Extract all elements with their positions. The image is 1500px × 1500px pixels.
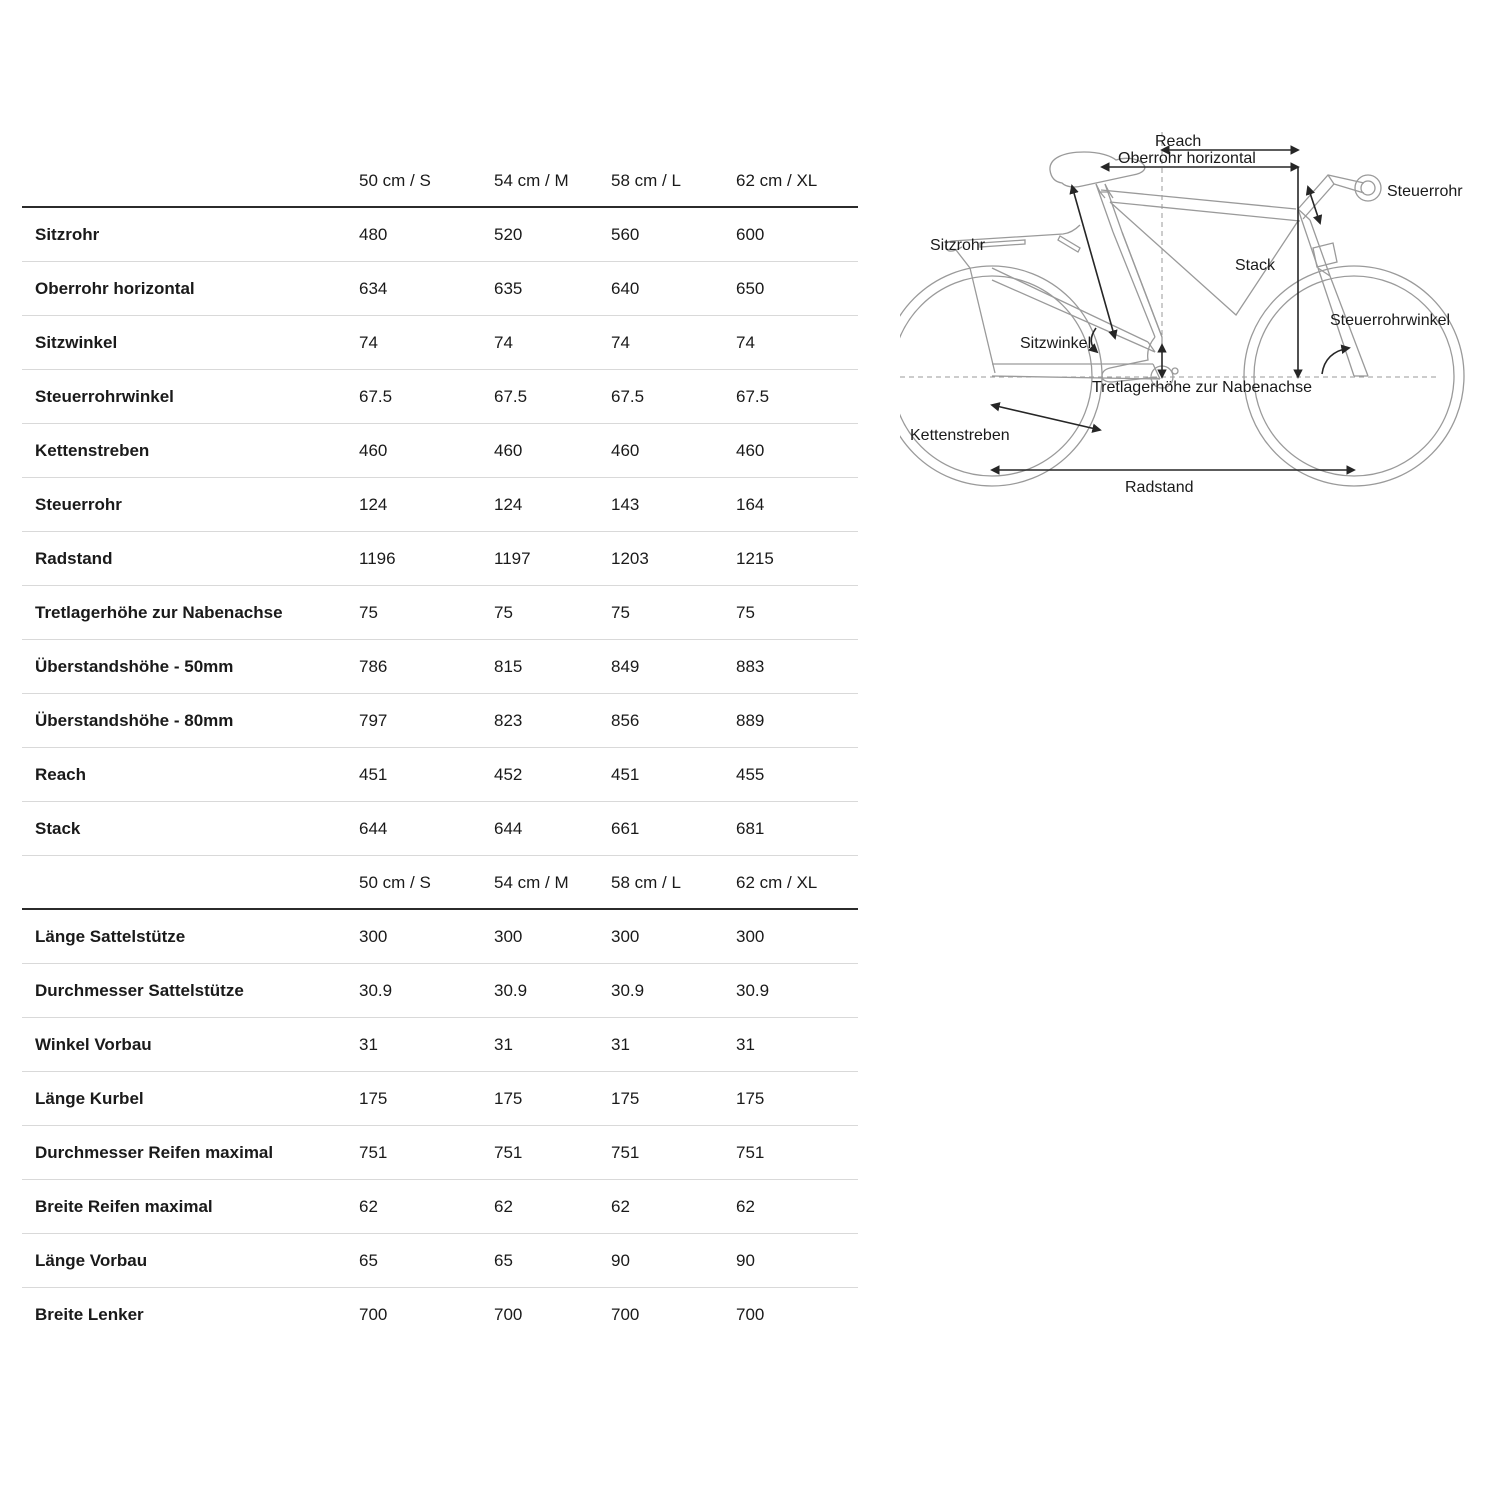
svg-text:Steuerrohr: Steuerrohr [1387,183,1463,200]
svg-text:Oberrohr horizontal: Oberrohr horizontal [1118,150,1256,167]
svg-text:Stack: Stack [1235,257,1276,274]
svg-text:Kettenstreben: Kettenstreben [910,427,1010,444]
svg-text:Sitzrohr: Sitzrohr [930,237,986,254]
svg-text:Steuerrohrwinkel: Steuerrohrwinkel [1330,312,1450,329]
svg-text:Tretlagerhöhe zur Nabenachse: Tretlagerhöhe zur Nabenachse [1092,379,1312,396]
svg-text:Radstand: Radstand [1125,479,1194,496]
svg-text:Reach: Reach [1155,133,1201,150]
svg-text:Sitzwinkel: Sitzwinkel [1020,335,1091,352]
